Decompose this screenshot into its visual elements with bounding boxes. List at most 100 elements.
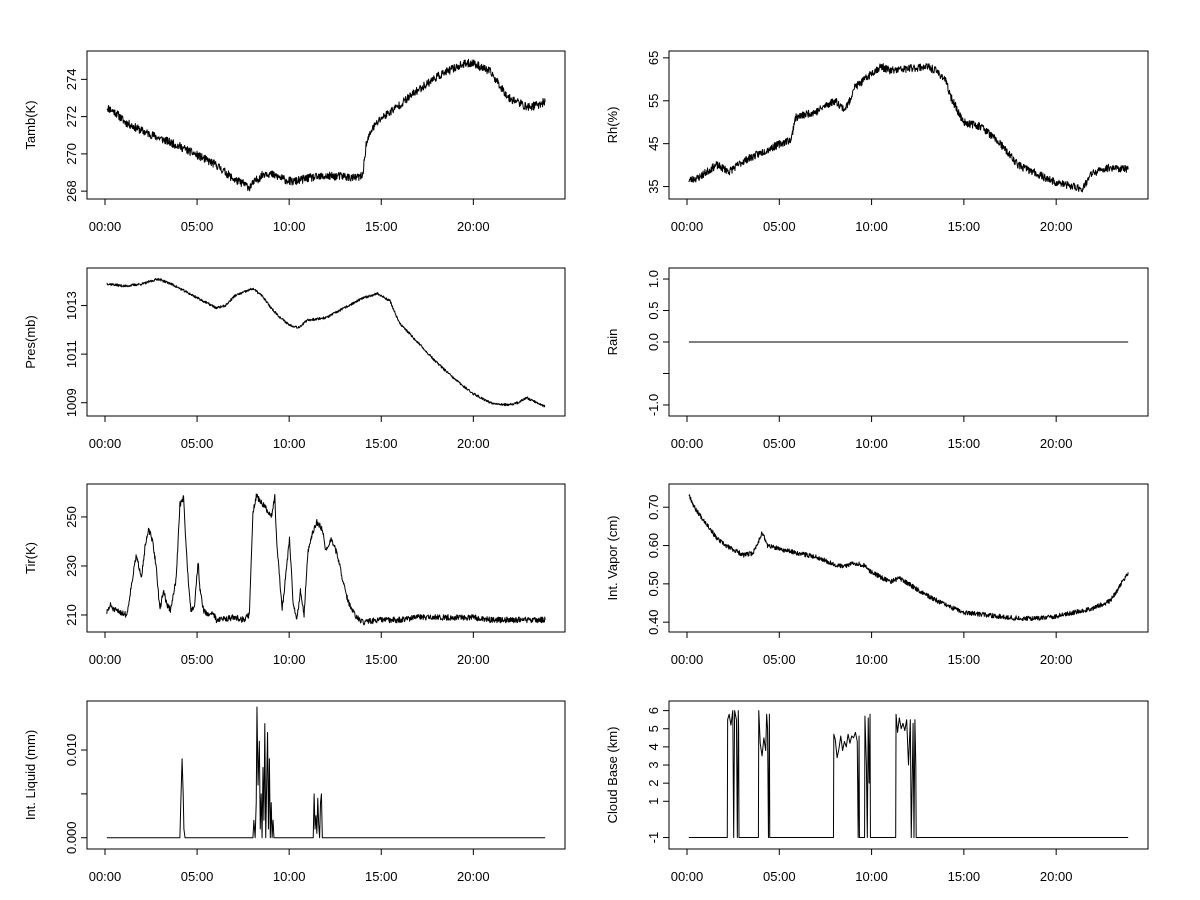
y-tick-label: 0.50 bbox=[646, 571, 661, 596]
panel-rh: 35 45 55 65 Rh(%) 00:00 05:00 10:00 15:00 20:00 bbox=[605, 50, 1149, 234]
x-tick-label: 15:00 bbox=[365, 436, 398, 451]
x-tick-label: 05:00 bbox=[763, 219, 796, 234]
y-axis-label: Rain bbox=[605, 329, 620, 356]
x-tick-label: 05:00 bbox=[763, 436, 796, 451]
x-tick-label: 10:00 bbox=[855, 652, 888, 667]
x-tick-label: 05:00 bbox=[181, 869, 214, 884]
x-tick-label: 20:00 bbox=[457, 436, 490, 451]
plot-frame bbox=[668, 483, 1149, 633]
y-tick-label: 1 bbox=[646, 798, 661, 805]
y-axis-label: Cloud Base (km) bbox=[605, 727, 620, 824]
x-tick-label: 10:00 bbox=[273, 219, 306, 234]
y-tick-label: 1009 bbox=[64, 388, 79, 417]
y-tick-label: 1011 bbox=[64, 340, 79, 368]
y-tick-label: 272 bbox=[64, 106, 79, 128]
y-tick-label: -1 bbox=[646, 832, 661, 844]
y-tick-label: 0.000 bbox=[64, 821, 79, 854]
y-tick-label: -1.0 bbox=[646, 394, 661, 416]
y-axis-label: Int. Liquid (mm) bbox=[23, 730, 38, 820]
series-line-rh bbox=[688, 63, 1129, 193]
y-axis-label: Int. Vapor (cm) bbox=[605, 515, 620, 600]
x-tick-label: 00:00 bbox=[89, 436, 122, 451]
x-tick-label: 10:00 bbox=[855, 219, 888, 234]
y-tick-label: 3 bbox=[646, 761, 661, 768]
y-tick-label: 0.0 bbox=[646, 333, 661, 351]
series-line-cloudbase bbox=[688, 710, 1129, 839]
y-axis-label: Pres(mb) bbox=[23, 315, 38, 368]
y-tick-label: 210 bbox=[64, 604, 79, 626]
x-tick-label: 10:00 bbox=[273, 652, 306, 667]
x-tick-label: 10:00 bbox=[273, 869, 306, 884]
series-line-vapor bbox=[688, 494, 1129, 622]
x-tick-label: 20:00 bbox=[1040, 869, 1073, 884]
panel-cloudbase: -1 1 2 3 4 5 6 Cloud Base (km) 00:00 05:00 10:00 15… bbox=[605, 700, 1149, 884]
panel-vapor: 0.40 0.50 0.60 0.70 Int. Vapor (cm) 00:00 05:0… bbox=[605, 483, 1149, 667]
x-tick-label: 10:00 bbox=[855, 436, 888, 451]
y-tick-label: 0.40 bbox=[646, 610, 661, 635]
y-tick-label: 35 bbox=[646, 179, 661, 193]
plot-frame bbox=[86, 700, 566, 850]
x-tick-label: 15:00 bbox=[948, 869, 981, 884]
y-tick-label: 55 bbox=[646, 94, 661, 108]
plot-frame bbox=[86, 483, 566, 633]
plot-frame bbox=[86, 50, 566, 200]
plot-frame bbox=[86, 267, 566, 417]
y-tick-label: 268 bbox=[64, 180, 79, 202]
x-tick-label: 00:00 bbox=[89, 652, 122, 667]
y-tick-label: 0.60 bbox=[646, 533, 661, 558]
panel-tir: 210 230 250 Tir(K) 00:00 05:00 10:00 15:00 20:00 bbox=[23, 483, 566, 667]
x-tick-label: 15:00 bbox=[948, 652, 981, 667]
x-tick-label: 05:00 bbox=[763, 869, 796, 884]
y-tick-label: 270 bbox=[64, 143, 79, 165]
x-tick-label: 10:00 bbox=[855, 869, 888, 884]
x-tick-label: 00:00 bbox=[671, 652, 704, 667]
y-tick-label: 230 bbox=[64, 555, 79, 577]
x-tick-label: 05:00 bbox=[181, 219, 214, 234]
y-tick-label: 1.0 bbox=[646, 270, 661, 288]
panel-pres: 1009 1011 1013 Pres(mb) 00:00 05:00 10:00 15:00… bbox=[23, 267, 566, 451]
x-tick-label: 20:00 bbox=[1040, 652, 1073, 667]
x-tick-label: 15:00 bbox=[365, 869, 398, 884]
y-tick-label: 45 bbox=[646, 136, 661, 150]
y-axis-label: Tamb(K) bbox=[23, 100, 38, 149]
panel-liquid: 0.000 0.010 Int. Liquid (mm) 00:00 05:00 10:0… bbox=[23, 700, 566, 884]
panel-tamb: 268 270 272 274 Tamb(K) 00:00 05:00 10:00 15:00 2… bbox=[23, 50, 566, 234]
x-tick-label: 00:00 bbox=[671, 436, 704, 451]
x-tick-label: 05:00 bbox=[181, 652, 214, 667]
x-tick-label: 15:00 bbox=[365, 219, 398, 234]
x-tick-label: 20:00 bbox=[457, 219, 490, 234]
y-tick-label: 6 bbox=[646, 707, 661, 714]
plot-frame bbox=[668, 50, 1149, 200]
x-tick-label: 15:00 bbox=[365, 652, 398, 667]
y-tick-label: 4 bbox=[646, 743, 661, 750]
x-tick-label: 00:00 bbox=[89, 869, 122, 884]
series-line-liquid bbox=[106, 706, 546, 839]
y-tick-label: 250 bbox=[64, 506, 79, 528]
x-tick-label: 05:00 bbox=[181, 436, 214, 451]
x-tick-label: 10:00 bbox=[273, 436, 306, 451]
y-tick-label: 1013 bbox=[64, 291, 79, 320]
y-tick-label: 5 bbox=[646, 725, 661, 732]
x-tick-label: 20:00 bbox=[1040, 219, 1073, 234]
y-axis-label: Rh(%) bbox=[605, 107, 620, 144]
x-tick-label: 20:00 bbox=[457, 869, 490, 884]
x-tick-label: 00:00 bbox=[671, 219, 704, 234]
x-tick-label: 00:00 bbox=[89, 219, 122, 234]
series-line-tir bbox=[106, 493, 546, 626]
y-tick-label: 274 bbox=[64, 69, 79, 91]
y-tick-label: 0.010 bbox=[64, 734, 79, 767]
panel-rain: -1.0 0.0 0.5 1.0 Rain 00:00 05:00 10:00 15:00 20:… bbox=[605, 267, 1149, 451]
y-tick-label: 65 bbox=[646, 51, 661, 65]
x-tick-label: 00:00 bbox=[671, 869, 704, 884]
y-axis-label: Tir(K) bbox=[23, 542, 38, 574]
y-tick-label: 2 bbox=[646, 780, 661, 787]
x-tick-label: 20:00 bbox=[457, 652, 490, 667]
plot-frame bbox=[668, 700, 1149, 850]
series-line-tamb bbox=[106, 58, 546, 192]
y-tick-label: 0.5 bbox=[646, 301, 661, 319]
x-tick-label: 20:00 bbox=[1040, 436, 1073, 451]
x-tick-label: 15:00 bbox=[948, 219, 981, 234]
